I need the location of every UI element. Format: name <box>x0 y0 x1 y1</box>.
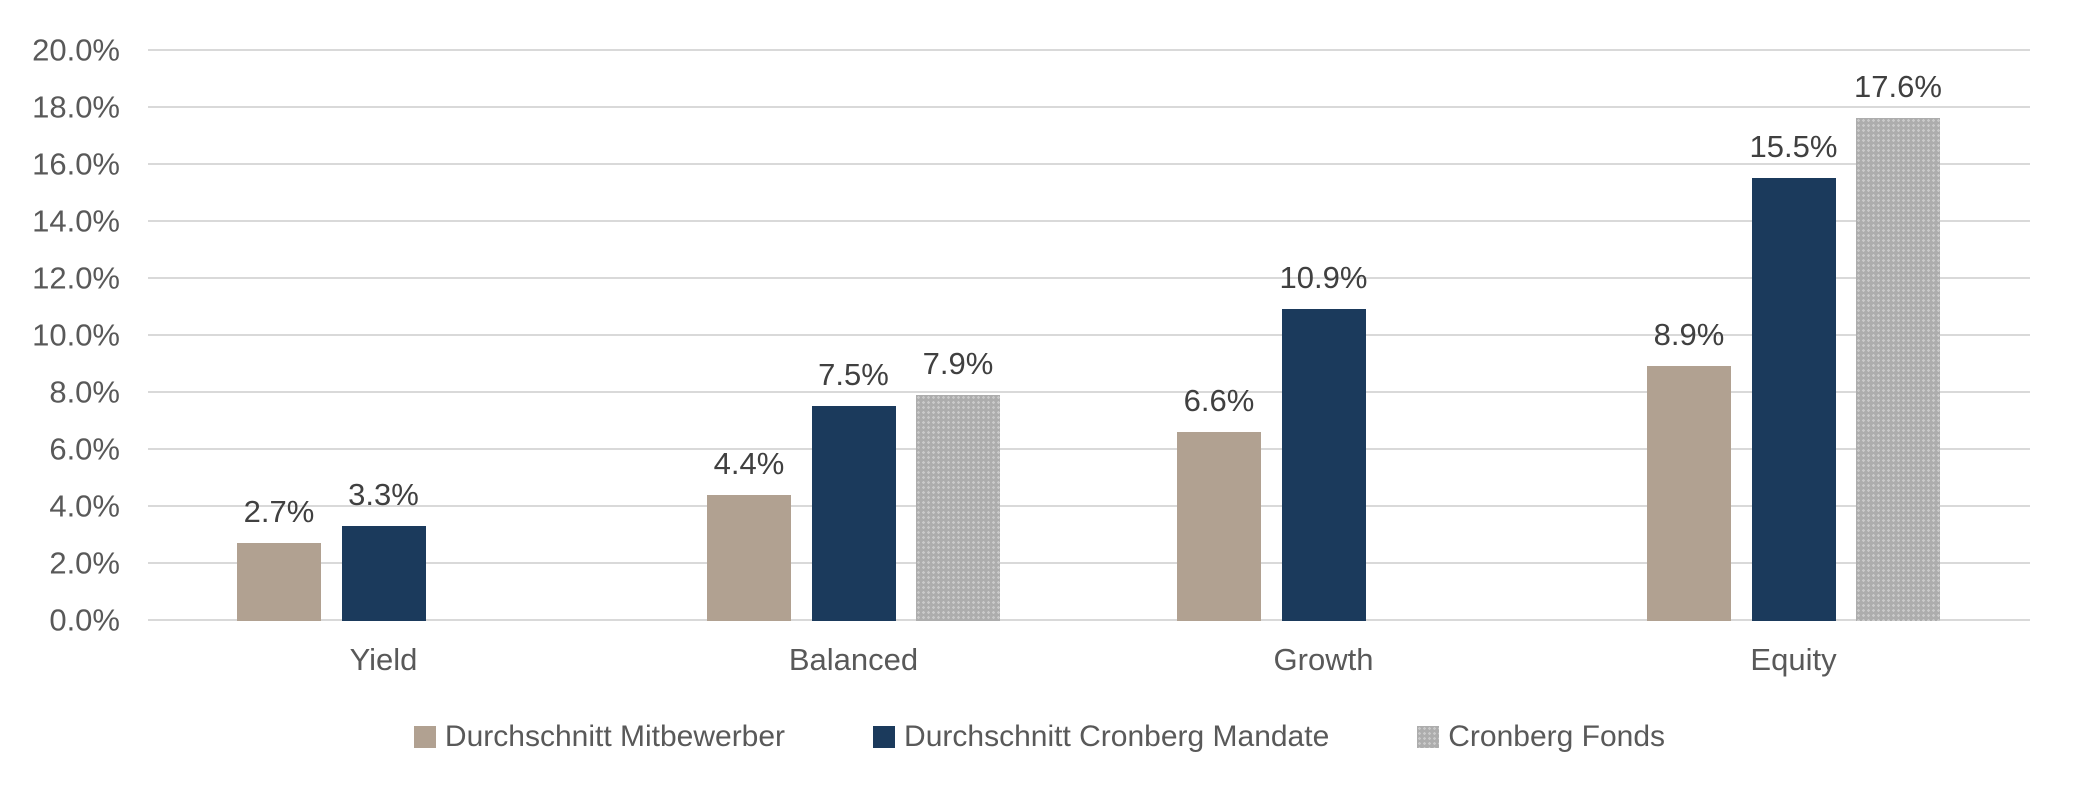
bar <box>916 394 1000 621</box>
bar <box>1281 309 1366 621</box>
y-axis-tick-label: 10.0% <box>32 317 120 353</box>
bar <box>237 543 321 621</box>
bar-value-label: 2.7% <box>243 494 315 530</box>
gridline <box>148 163 2030 165</box>
bar-value-label: 7.5% <box>818 357 889 393</box>
bar-value-label: 6.6% <box>1183 382 1255 418</box>
legend-label: Durchschnitt Mitbewerber <box>444 720 786 753</box>
bar-value-label: 15.5% <box>1749 129 1838 165</box>
legend-label: Durchschnitt Cronberg Mandate <box>904 720 1330 753</box>
y-axis-tick-label: 14.0% <box>32 203 120 239</box>
gridline <box>148 334 2030 336</box>
gridline <box>148 619 2030 621</box>
gridline <box>148 277 2030 279</box>
bar-value-label: 8.9% <box>1653 317 1725 353</box>
chart-legend: Durchschnitt Mitbewerber Durchschnitt Cro… <box>0 722 2079 752</box>
category-label: Balanced <box>788 642 919 677</box>
legend-item: Durchschnitt Mitbewerber <box>413 720 786 753</box>
legend-item: Durchschnitt Cronberg Mandate <box>873 722 1329 752</box>
bar-value-label: 17.6% <box>1854 69 1942 105</box>
bar-value-label: 7.9% <box>922 345 994 381</box>
y-axis-tick-label: 4.0% <box>49 488 120 524</box>
y-axis-tick-label: 8.0% <box>49 374 120 410</box>
category-label: Equity <box>1750 642 1837 677</box>
y-axis-tick-label: 18.0% <box>32 89 120 125</box>
gridline <box>148 562 2030 564</box>
bar-value-label: 10.9% <box>1279 260 1368 296</box>
y-axis-tick-label: 6.0% <box>49 431 120 467</box>
category-label: Yield <box>349 642 418 677</box>
bar <box>1751 178 1836 621</box>
y-axis-tick-label: 2.0% <box>49 545 120 581</box>
bar <box>811 406 896 621</box>
bar <box>1856 118 1940 621</box>
gridline <box>148 505 2030 507</box>
bar <box>707 494 791 621</box>
gridline <box>148 448 2030 450</box>
y-axis-tick-label: 20.0% <box>32 32 120 68</box>
bar-value-label: 4.4% <box>713 445 785 481</box>
legend-swatch <box>1417 726 1440 748</box>
legend-swatch <box>413 726 436 748</box>
bar <box>1177 431 1261 621</box>
gridline <box>148 106 2030 108</box>
bar-value-label: 3.3% <box>348 476 419 512</box>
y-axis-tick-label: 16.0% <box>32 146 120 182</box>
gridline <box>148 391 2030 393</box>
gridline <box>148 220 2030 222</box>
y-axis-tick-label: 0.0% <box>49 602 120 638</box>
category-label: Growth <box>1273 642 1374 677</box>
legend-item: Cronberg Fonds <box>1417 722 1665 752</box>
bar <box>341 525 426 621</box>
legend-label: Cronberg Fonds <box>1448 720 1666 753</box>
bar <box>1647 366 1731 621</box>
y-axis-tick-label: 12.0% <box>32 260 120 296</box>
legend-swatch <box>873 726 896 748</box>
gridline <box>148 49 2030 51</box>
